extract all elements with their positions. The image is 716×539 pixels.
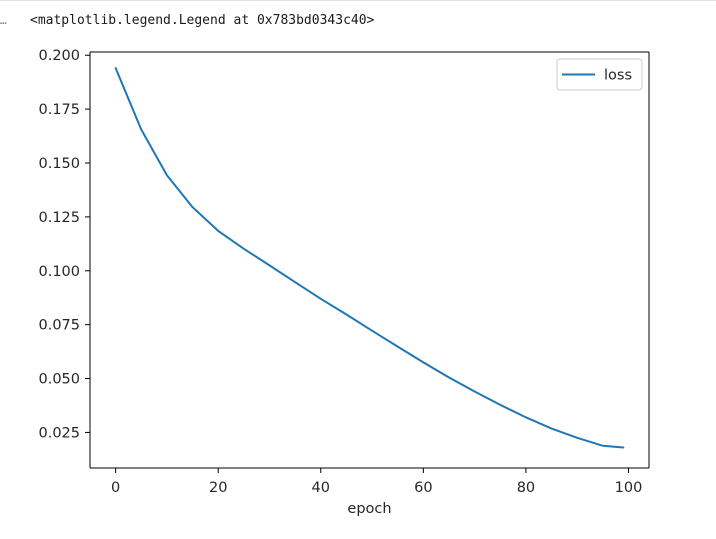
series-lines <box>114 67 625 449</box>
x-axis-title: epoch <box>347 501 391 517</box>
y-axis-ticks: 0.025 0.050 0.075 0.100 0.125 0.150 0.175 0.200 <box>38 48 90 441</box>
x-tick-label: 40 <box>312 480 330 496</box>
legend-label: loss <box>604 68 632 84</box>
axes-frame <box>89 51 650 469</box>
cell-prompt-marker: … <box>0 14 7 27</box>
y-tick-label: 0.175 <box>38 102 80 118</box>
y-tick-label: 0.150 <box>38 156 80 172</box>
y-tick-label: 0.100 <box>38 264 80 280</box>
series-line-loss <box>114 67 625 449</box>
y-tick-label: 0.050 <box>38 372 80 388</box>
x-tick-label: 80 <box>517 480 535 496</box>
y-tick-label: 0.200 <box>38 48 80 64</box>
y-tick-label: 0.025 <box>38 425 80 441</box>
x-tick-label: 60 <box>414 480 432 496</box>
legend-box <box>556 58 643 91</box>
y-tick-label: 0.075 <box>38 318 80 334</box>
legend: loss <box>556 58 643 91</box>
y-tick-label: 0.125 <box>38 210 80 226</box>
cell-output-text: <matplotlib.legend.Legend at 0x783bd0343… <box>30 13 375 28</box>
x-axis-ticks: 0 20 40 60 80 100 <box>111 468 642 496</box>
x-tick-label: 100 <box>615 480 643 496</box>
x-tick-label: 0 <box>111 480 120 496</box>
x-tick-label: 20 <box>209 480 227 496</box>
cell-top-border <box>0 0 716 1</box>
